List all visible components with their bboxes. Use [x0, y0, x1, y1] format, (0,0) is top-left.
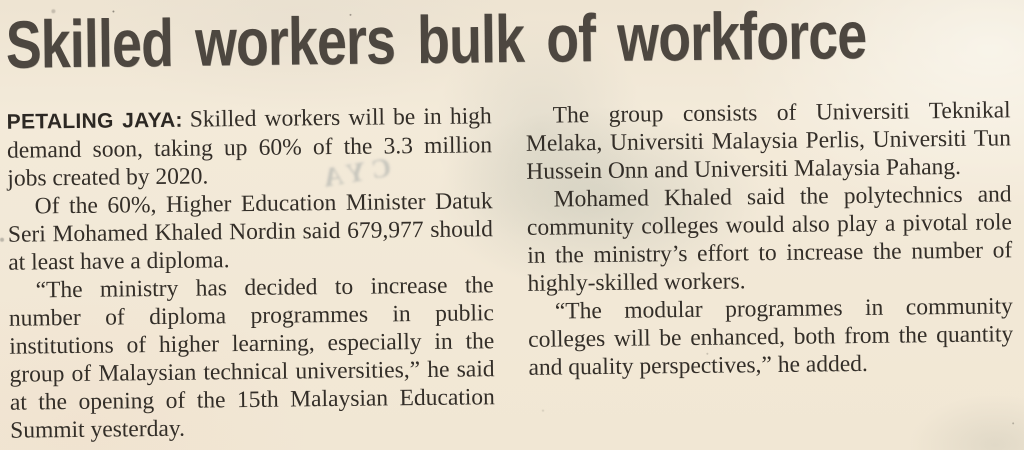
article-body: PETALING JAYA: Skilled workers will be in…	[7, 96, 1015, 444]
article-paragraph: “The ministry has decided to increase th…	[8, 272, 495, 444]
article-paragraph: Of the 60%, Higher Education Minister Da…	[7, 188, 494, 276]
article-headline-text: Skilled workers bulk of workforce	[5, 0, 867, 83]
article-paragraph: Mohamed Khaled said the polytechnics and…	[526, 181, 1013, 297]
column-right: The group consists of Universiti Teknika…	[526, 96, 1015, 438]
article-paragraph: “The modular programmes in community col…	[528, 293, 1014, 381]
article-paragraph: PETALING JAYA: Skilled workers will be in…	[7, 102, 493, 192]
column-left: PETALING JAYA: Skilled workers will be in…	[7, 102, 496, 444]
article-paragraph: The group consists of Universiti Teknika…	[525, 97, 1012, 185]
dateline: PETALING JAYA:	[6, 108, 183, 134]
article-headline: Skilled workers bulk of workforce	[5, 0, 1018, 83]
